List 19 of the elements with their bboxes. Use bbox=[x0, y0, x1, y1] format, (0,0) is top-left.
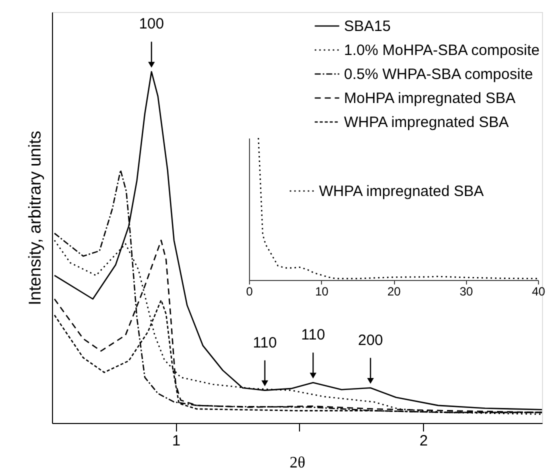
x-tick-label: 0 bbox=[246, 284, 254, 298]
legend-label: SBA15 bbox=[344, 18, 391, 35]
annotation: 200 bbox=[358, 332, 384, 349]
legend-label: 0.5% WHPA-SBA composite bbox=[344, 66, 533, 83]
x-tick-label: 2 bbox=[420, 432, 428, 450]
y-axis-title: Intensity, arbitrary units bbox=[26, 130, 44, 306]
annotation: 110 bbox=[301, 326, 326, 344]
annotation: 110 bbox=[252, 334, 277, 352]
x-tick-label: 10 bbox=[315, 284, 329, 298]
legend-label: MoHPA impregnated SBA bbox=[344, 90, 516, 107]
x-tick-label: 30 bbox=[460, 284, 474, 298]
annotation: 100 bbox=[138, 16, 164, 33]
x-axis-title: 2θ bbox=[290, 454, 306, 472]
legend-label: WHPA impregnated SBA bbox=[319, 183, 484, 200]
x-tick-label: 40 bbox=[532, 284, 546, 298]
x-tick-label: 20 bbox=[387, 284, 401, 298]
legend-label: WHPA impregnated SBA bbox=[344, 114, 509, 131]
x-tick-label: 1 bbox=[172, 432, 180, 450]
legend-label: 1.0% MoHPA-SBA composite bbox=[344, 42, 540, 59]
